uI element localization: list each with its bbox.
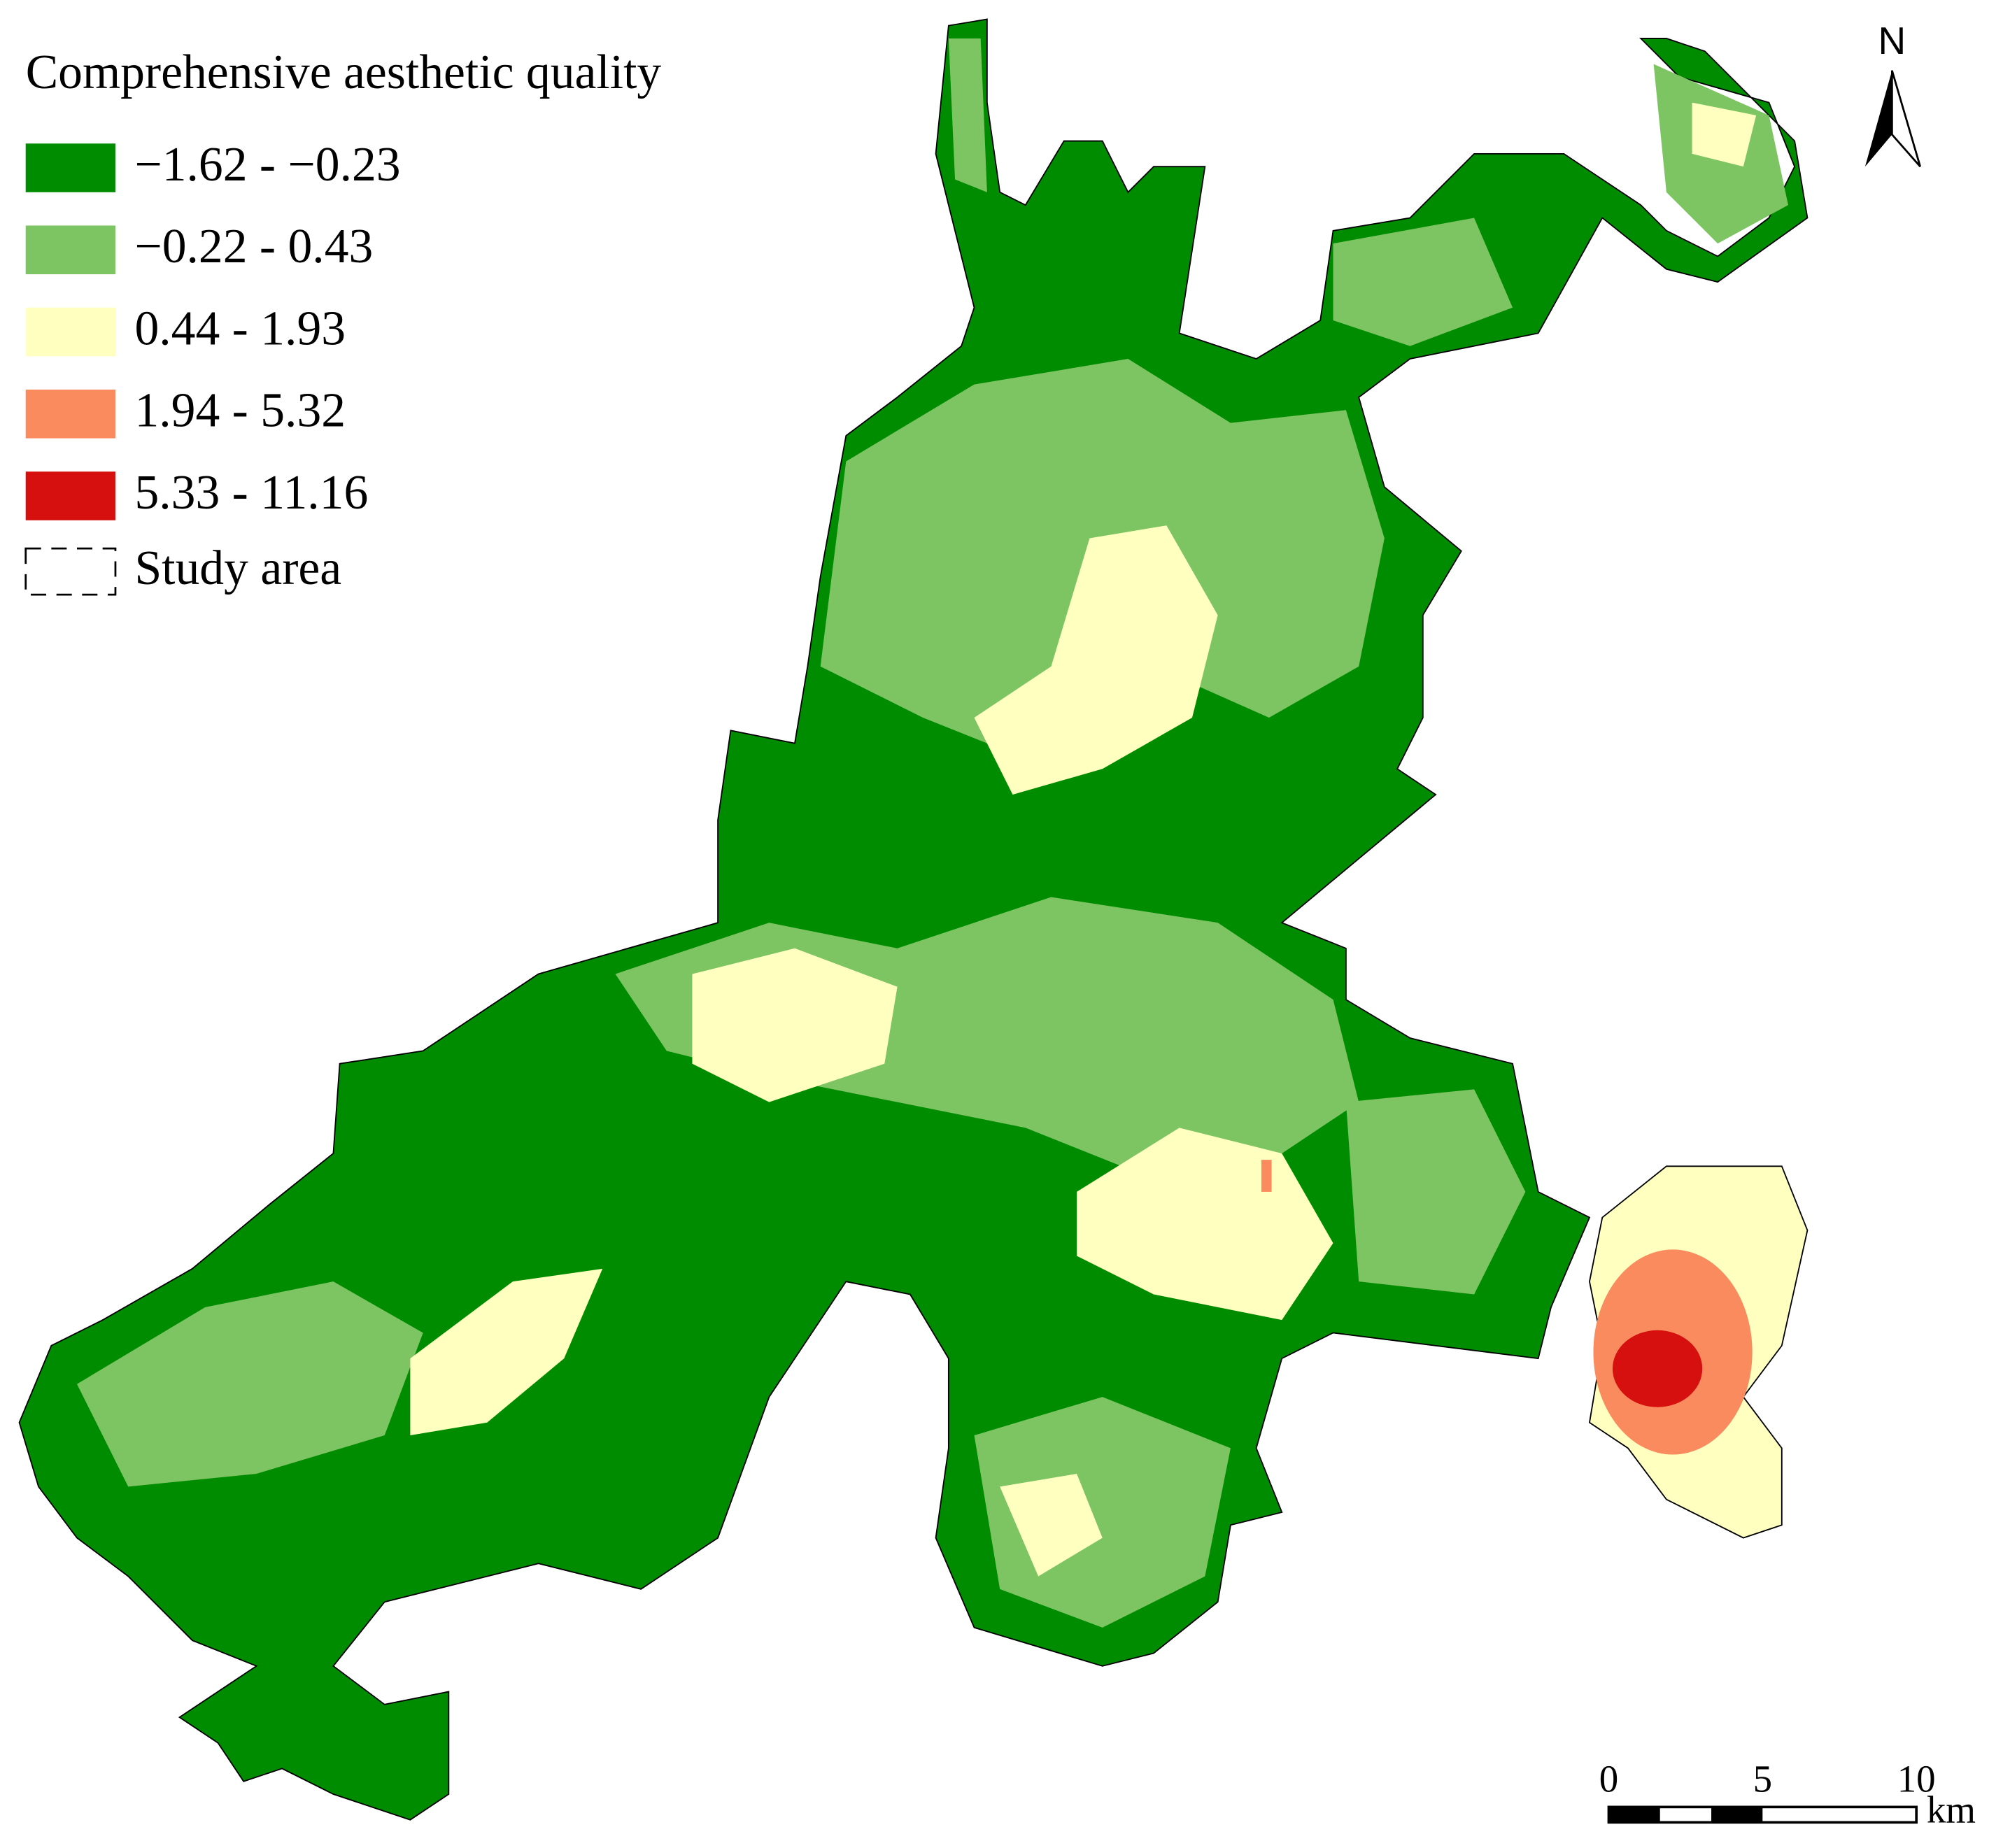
- arrow-half: [1890, 70, 1921, 168]
- region: [1612, 1330, 1703, 1407]
- scale-segment: [1608, 1807, 1660, 1823]
- region: [410, 1268, 603, 1436]
- region: [1000, 1474, 1103, 1577]
- region: [1345, 1089, 1526, 1295]
- legend-swatch: [25, 389, 115, 439]
- scale-label: 0: [1599, 1757, 1618, 1800]
- legend-label: Study area: [134, 541, 341, 595]
- map-regions: [18, 18, 1809, 1821]
- scale-unit: km: [1927, 1788, 1976, 1831]
- region: [1333, 218, 1513, 346]
- region: [77, 1281, 423, 1487]
- legend-label: 0.44 - 1.93: [134, 301, 346, 355]
- scale-label: 10: [1897, 1757, 1936, 1800]
- arrow-half: [1864, 70, 1892, 167]
- legend-swatch: [25, 225, 115, 275]
- region: [1261, 1160, 1272, 1192]
- north-arrow: N: [1864, 19, 1921, 168]
- scale-label: 5: [1753, 1757, 1772, 1800]
- legend-swatch: [25, 143, 115, 192]
- legend-label: 1.94 - 5.32: [134, 384, 346, 438]
- legend-swatch: [25, 471, 115, 520]
- region: [974, 525, 1218, 795]
- legend: Comprehensive aesthetic quality Study ar…: [24, 45, 662, 596]
- boundary-swatch: Study area: [24, 541, 341, 596]
- north-label: N: [1878, 19, 1906, 62]
- legend-label: 5.33 - 11.16: [134, 466, 368, 520]
- region: [1692, 102, 1757, 167]
- region: [948, 38, 987, 192]
- yellow-areas: [410, 102, 1757, 1577]
- legend-swatch: [24, 547, 117, 596]
- legend-label: −0.22 - 0.43: [134, 220, 373, 273]
- scale-segment: [1711, 1807, 1763, 1823]
- legend-title: Comprehensive aesthetic quality: [26, 45, 662, 99]
- legend-label: −1.62 - −0.23: [134, 138, 400, 192]
- legend-swatch: [25, 307, 115, 357]
- region: [692, 948, 898, 1102]
- study-region: [18, 18, 1809, 1821]
